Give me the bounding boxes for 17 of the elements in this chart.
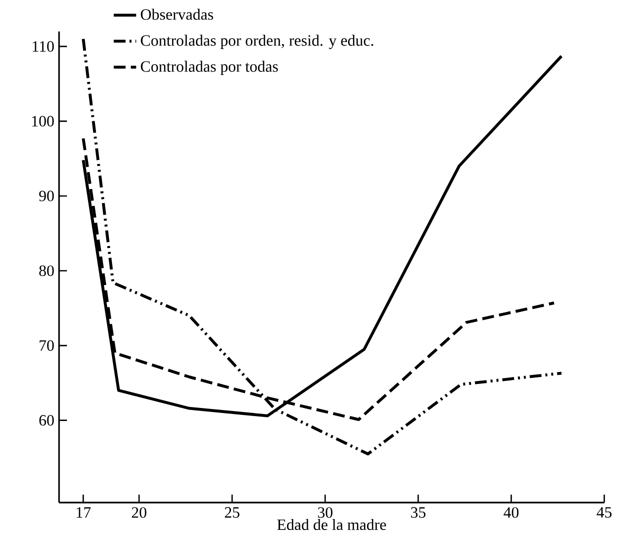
legend-label: Controladas por todas [140,60,278,76]
x-tick-label: 25 [224,507,240,518]
x-tick-label: 45 [596,507,612,518]
y-tick-label: 70 [40,340,54,351]
x-tick-label: 20 [132,507,146,518]
y-tick-label: 110 [32,41,54,52]
y-tick-label: 90 [39,190,54,202]
legend-label: Observadas [140,8,214,20]
x-tick-label: 35 [411,507,426,518]
x-tick-label: 40 [504,507,518,518]
x-tick-label: 17 [76,507,91,518]
x-axis-title: Edad de la madre [277,519,386,530]
legend-label: Controladas por orden, resid. y educ. [140,34,374,50]
y-tick-label: 80 [39,266,54,276]
y-tick-label: 100 [32,116,54,127]
x-tick-label: 30 [318,507,332,518]
y-tick-label: 60 [39,415,54,426]
